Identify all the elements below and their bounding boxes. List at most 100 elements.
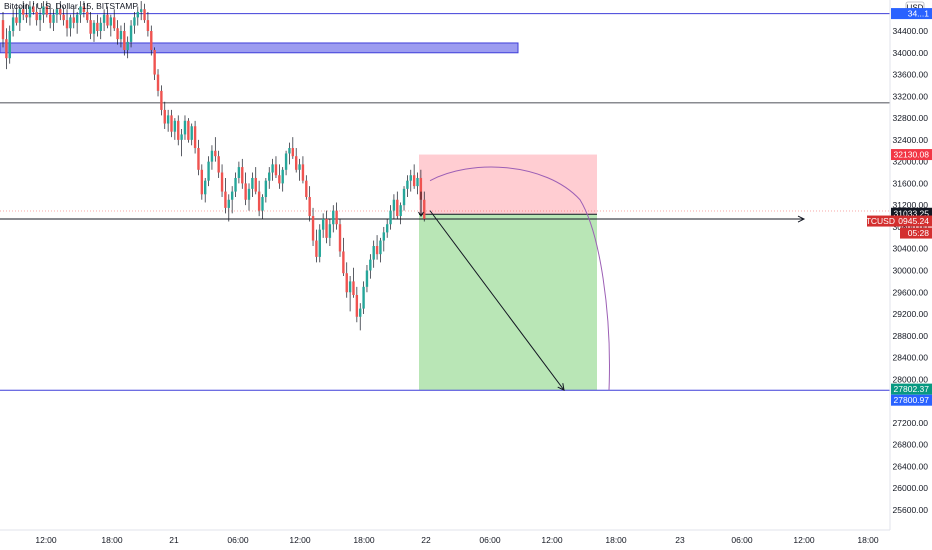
candle [214,137,217,162]
candle [365,265,369,293]
candle [423,191,426,222]
candle [139,1,143,21]
candle [109,14,113,37]
candle [22,1,25,21]
candle [59,1,62,21]
price-tick-label: 30400.00 [893,244,929,254]
candle [116,20,119,45]
price-axis-ticks: 34400.00 34000.00 33600.00 33200.00 32800.00… [893,26,929,515]
price-tag-symbol: BTCUSD [860,215,898,227]
candle [99,17,102,40]
candle [96,14,99,37]
price-tick-label: 26000.00 [893,483,929,493]
horizontal-ray[interactable] [0,215,806,223]
time-tick-label: 23 [675,535,685,545]
candle [281,167,284,192]
price-tag-target: 27802.37 [891,383,932,395]
candle [308,186,311,222]
candle [396,191,399,219]
candle [5,28,8,70]
candle [123,22,126,56]
candle [153,47,156,80]
candle [92,20,96,42]
time-axis-ticks: 12:00 18:00 21 06:00 12:00 18:00 22 06:00 12:00 1… [35,535,879,545]
candle [342,237,345,276]
candle [126,36,129,59]
candle [409,169,412,192]
time-tick-label: 18:00 [353,535,375,545]
candle [197,139,200,176]
candle [294,148,298,173]
candle [156,69,160,97]
candle [129,20,133,48]
price-tag-entry: 31033.25 [891,207,932,219]
candle [15,3,18,26]
candle [251,172,254,198]
candle [298,158,301,181]
projection-arrow[interactable] [418,191,565,392]
candle [62,6,65,26]
candle [379,237,382,263]
price-tick-label: 28800.00 [893,331,929,341]
candle [38,9,42,31]
time-tick-label: 18:00 [101,535,123,545]
candle [119,25,123,48]
price-axis[interactable] [890,0,932,530]
candle [18,6,22,31]
candle [45,1,49,18]
candle [1,11,5,48]
candle [311,207,315,247]
time-tick-label: 12:00 [541,535,563,545]
candle [254,167,257,195]
time-tick-label: 06:00 [479,535,501,545]
price-tick-label: 29200.00 [893,309,929,319]
candle [65,9,69,37]
candle [392,194,396,219]
candle [42,1,45,23]
candle [318,224,321,263]
candle [321,213,325,238]
price-tick-label: 32400.00 [893,135,929,145]
candle [237,161,241,184]
time-tick-label: 22 [421,535,431,545]
price-tag-top_line: 34...1 [891,8,932,20]
price-tick-label: 30800.00 [893,222,929,232]
candle [210,145,214,170]
price-tag-countdown: 05:28 [900,227,932,239]
candle [180,128,183,157]
stop-loss-zone[interactable] [419,154,597,215]
candle [55,3,59,23]
candle [355,286,359,323]
candle [338,218,342,257]
candle [389,205,392,230]
price-tick-label: 32800.00 [893,113,929,123]
candle [271,158,274,181]
candle [416,172,419,195]
candle [406,175,409,198]
candle [190,123,193,146]
svg-text:27802.37: 27802.37 [894,384,930,394]
take-profit-zone[interactable] [419,214,597,391]
candle [193,120,197,154]
time-axis[interactable] [0,530,890,550]
price-tag-support: 27800.97 [891,394,932,406]
candle [372,240,375,268]
candle [284,150,288,176]
currency-badge-label: USD [907,4,924,13]
candle [166,109,170,132]
price-tick-label: 25600.00 [893,505,929,515]
candle [382,226,386,252]
candle [278,164,281,189]
price-tick-label: 33200.00 [893,91,929,101]
candle [143,3,146,23]
candle [399,202,402,225]
supply-zone-rectangle[interactable] [0,42,519,54]
time-tick-label: 18:00 [857,535,879,545]
candle [220,164,224,198]
candle [177,115,180,146]
candle [362,281,365,315]
price-tick-label: 34400.00 [893,26,929,36]
curve-drawing[interactable] [429,166,610,391]
candle [247,183,251,211]
